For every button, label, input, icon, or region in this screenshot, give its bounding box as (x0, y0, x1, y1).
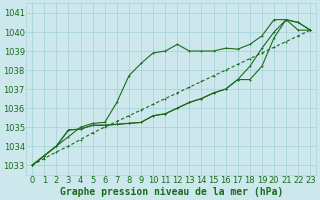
X-axis label: Graphe pression niveau de la mer (hPa): Graphe pression niveau de la mer (hPa) (60, 186, 283, 197)
